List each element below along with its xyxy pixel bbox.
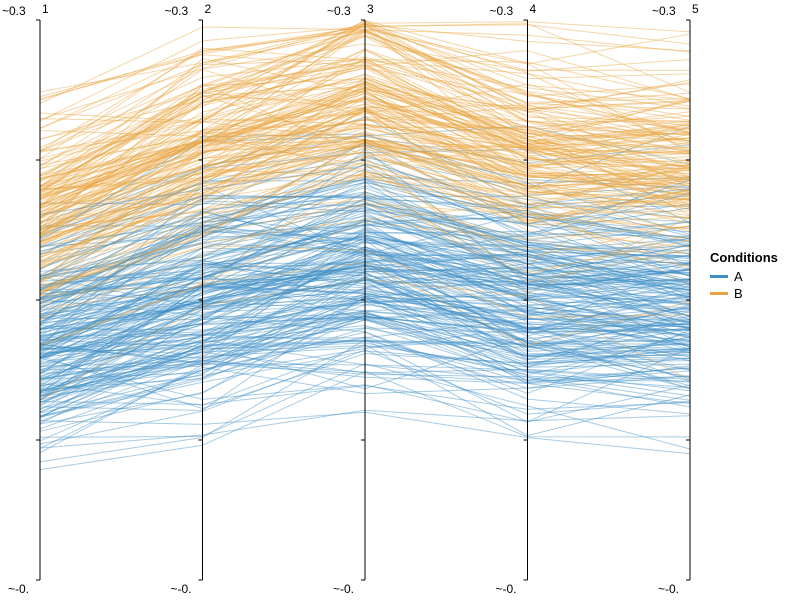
- legend-title: Conditions: [710, 250, 778, 265]
- axis-top-label-5: ~0.3: [652, 4, 676, 18]
- axis-index-label-5: 5: [692, 2, 699, 16]
- legend-swatch-B: [710, 292, 728, 295]
- axis-top-label-2: ~0.3: [165, 4, 189, 18]
- legend-swatch-A: [710, 275, 728, 278]
- legend-label-A: A: [734, 269, 743, 284]
- legend: Conditions AB: [710, 250, 778, 303]
- axis-top-label-1: ~0.3: [2, 4, 26, 18]
- axis-top-label-3: ~0.3: [327, 4, 351, 18]
- axis-bottom-label-2: ~-0.: [171, 582, 192, 596]
- legend-label-B: B: [734, 286, 743, 301]
- axis-index-label-2: 2: [205, 2, 212, 16]
- axis-index-label-4: 4: [530, 2, 537, 16]
- axis-bottom-label-3: ~-0.: [333, 582, 354, 596]
- legend-item-A: A: [710, 269, 778, 284]
- axis-index-label-3: 3: [367, 2, 374, 16]
- legend-items: AB: [710, 269, 778, 301]
- axis-index-label-1: 1: [42, 2, 49, 16]
- axis-bottom-label-5: ~-0.: [658, 582, 679, 596]
- chart-root: Conditions AB ~0.3 1 ~-0. ~0.3 2 ~-0. ~0.3 3 ~-0…: [0, 0, 800, 600]
- axis-top-label-4: ~0.3: [490, 4, 514, 18]
- legend-item-B: B: [710, 286, 778, 301]
- axis-bottom-label-1: ~-0.: [8, 582, 29, 596]
- parallel-coordinates-chart: [0, 0, 800, 600]
- axis-bottom-label-4: ~-0.: [496, 582, 517, 596]
